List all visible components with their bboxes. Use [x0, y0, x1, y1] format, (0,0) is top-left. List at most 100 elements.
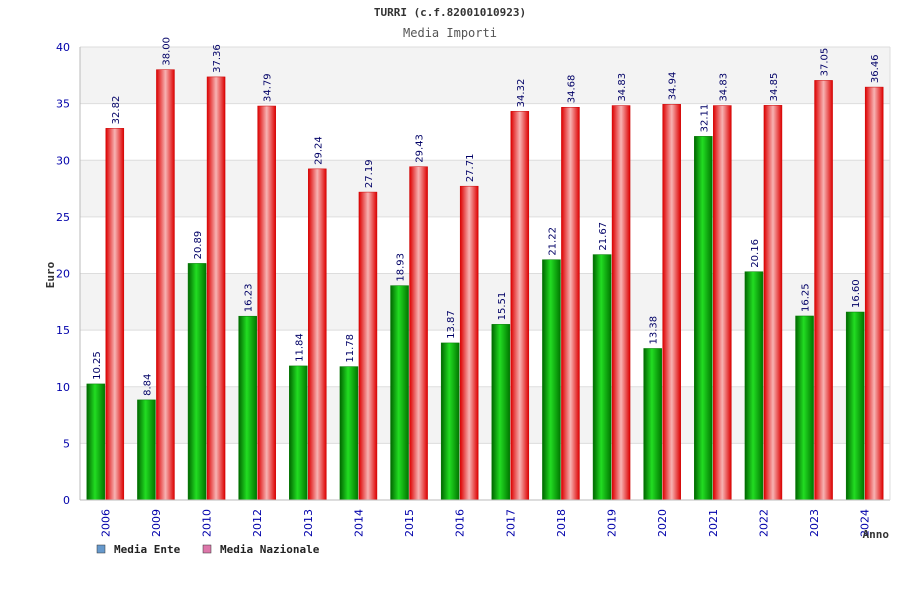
bar-media-nazionale-2020 — [662, 104, 681, 501]
value-label: 34.83 — [617, 73, 628, 102]
value-label: 11.78 — [345, 334, 356, 363]
x-tick-label: 2013 — [302, 509, 315, 537]
bar-media-nazionale-2016 — [459, 185, 479, 501]
bar-media-nazionale-2013 — [308, 168, 327, 501]
legend-label-media-nazionale: Media Nazionale — [220, 543, 320, 556]
value-label: 21.67 — [598, 222, 609, 251]
bar-media-ente-2023 — [795, 315, 814, 501]
x-tick-label: 2018 — [555, 509, 568, 537]
x-tick-label: 2023 — [808, 509, 821, 537]
value-label: 29.43 — [415, 134, 426, 163]
bar-media-ente-2012 — [238, 315, 257, 501]
bar-media-nazionale-2024 — [864, 86, 884, 501]
value-label: 27.19 — [364, 159, 375, 188]
value-label: 13.38 — [649, 316, 660, 345]
value-label: 16.25 — [801, 283, 812, 312]
value-label: 10.25 — [92, 351, 103, 380]
value-label: 37.36 — [212, 44, 223, 73]
x-tick-label: 2014 — [352, 509, 365, 537]
chart-title: TURRI (c.f.82001010923) — [374, 6, 526, 19]
y-tick-label: 10 — [56, 381, 70, 394]
value-label: 18.93 — [396, 253, 407, 282]
x-tick-label: 2019 — [606, 509, 619, 537]
y-tick-label: 30 — [56, 154, 70, 167]
bar-media-ente-2024 — [845, 311, 865, 501]
legend-swatch-media-nazionale — [202, 544, 212, 554]
legend-swatch-media-ente — [96, 544, 106, 554]
value-label: 34.79 — [263, 73, 274, 102]
x-tick-label: 2024 — [859, 509, 872, 537]
value-label: 13.87 — [446, 310, 457, 339]
x-tick-label: 2022 — [757, 509, 770, 537]
x-tick-label: 2017 — [504, 509, 517, 537]
bar-media-nazionale-2006 — [105, 128, 125, 501]
bar-media-ente-2014 — [339, 366, 359, 501]
x-axis-label: Anno — [863, 528, 890, 541]
x-tick-label: 2016 — [454, 509, 467, 537]
value-label: 11.84 — [294, 333, 305, 362]
bar-media-ente-2019 — [592, 254, 612, 501]
y-tick-labels: 0 5 10 15 20 25 30 35 40 — [56, 41, 70, 507]
value-label: 8.84 — [142, 374, 153, 396]
y-tick-label: 0 — [63, 494, 70, 507]
legend-label-media-ente: Media Ente — [114, 543, 181, 556]
value-label: 34.85 — [769, 73, 780, 102]
x-tick-label: 2010 — [201, 509, 214, 537]
value-label: 21.22 — [547, 227, 558, 256]
bar-media-nazionale-2018 — [561, 106, 580, 501]
legend: Media Ente Media Nazionale — [96, 543, 320, 556]
y-tick-label: 40 — [56, 41, 70, 54]
bar-media-ente-2020 — [643, 348, 662, 501]
bar-media-ente-2013 — [289, 365, 308, 501]
bar-media-nazionale-2012 — [257, 105, 276, 501]
value-label: 32.11 — [699, 104, 710, 133]
bar-media-nazionale-2015 — [409, 166, 428, 501]
bars — [86, 69, 884, 501]
bar-media-nazionale-2022 — [763, 105, 783, 501]
x-tick-labels: 2006 2009 2010 2012 2013 2014 2015 2016 2017 2018… — [99, 509, 871, 537]
x-tick-label: 2009 — [150, 509, 163, 537]
y-tick-label: 5 — [63, 437, 70, 450]
value-label: 38.00 — [161, 37, 172, 66]
value-label: 34.32 — [516, 79, 527, 108]
bar-media-ente-2022 — [744, 271, 764, 501]
bar-media-ente-2009 — [137, 399, 156, 501]
y-tick-label: 15 — [56, 324, 70, 337]
bar-media-ente-2006 — [86, 383, 106, 501]
bar-media-nazionale-2019 — [611, 105, 631, 501]
value-label: 27.71 — [465, 154, 476, 183]
bar-media-nazionale-2021 — [713, 105, 732, 501]
bar-media-nazionale-2017 — [510, 111, 530, 501]
x-tick-label: 2021 — [707, 509, 720, 537]
bar-media-ente-2010 — [187, 263, 207, 501]
y-tick-label: 35 — [56, 98, 70, 111]
chart-subtitle: Media Importi — [403, 26, 497, 40]
y-axis-label: Euro — [44, 261, 57, 288]
bar-media-ente-2017 — [491, 324, 511, 501]
bar-media-ente-2015 — [390, 285, 409, 501]
value-label: 34.83 — [718, 73, 729, 102]
value-label: 15.51 — [497, 292, 508, 321]
bar-media-nazionale-2010 — [206, 76, 226, 501]
value-label: 20.89 — [193, 231, 204, 260]
bar-media-ente-2018 — [542, 259, 561, 501]
bar-media-nazionale-2009 — [156, 69, 175, 501]
x-tick-label: 2012 — [251, 509, 264, 537]
bar-media-ente-2021 — [694, 136, 713, 501]
x-tick-label: 2020 — [656, 509, 669, 537]
x-tick-label: 2015 — [403, 509, 416, 537]
value-label: 37.05 — [820, 48, 831, 77]
axes — [79, 47, 891, 501]
value-label: 20.16 — [750, 239, 761, 268]
value-label: 16.60 — [851, 279, 862, 308]
x-tick-label: 2006 — [99, 509, 112, 537]
y-tick-label: 25 — [56, 211, 70, 224]
value-label: 36.46 — [870, 54, 881, 83]
value-label: 32.82 — [111, 96, 122, 125]
value-label: 16.23 — [244, 284, 255, 313]
value-labels: 10.25 32.82 8.84 38.00 20.89 37.36 16.23 34.79 1… — [92, 37, 881, 396]
value-label: 34.68 — [566, 75, 577, 104]
bar-media-nazionale-2014 — [358, 191, 378, 501]
value-label: 29.24 — [313, 136, 324, 165]
